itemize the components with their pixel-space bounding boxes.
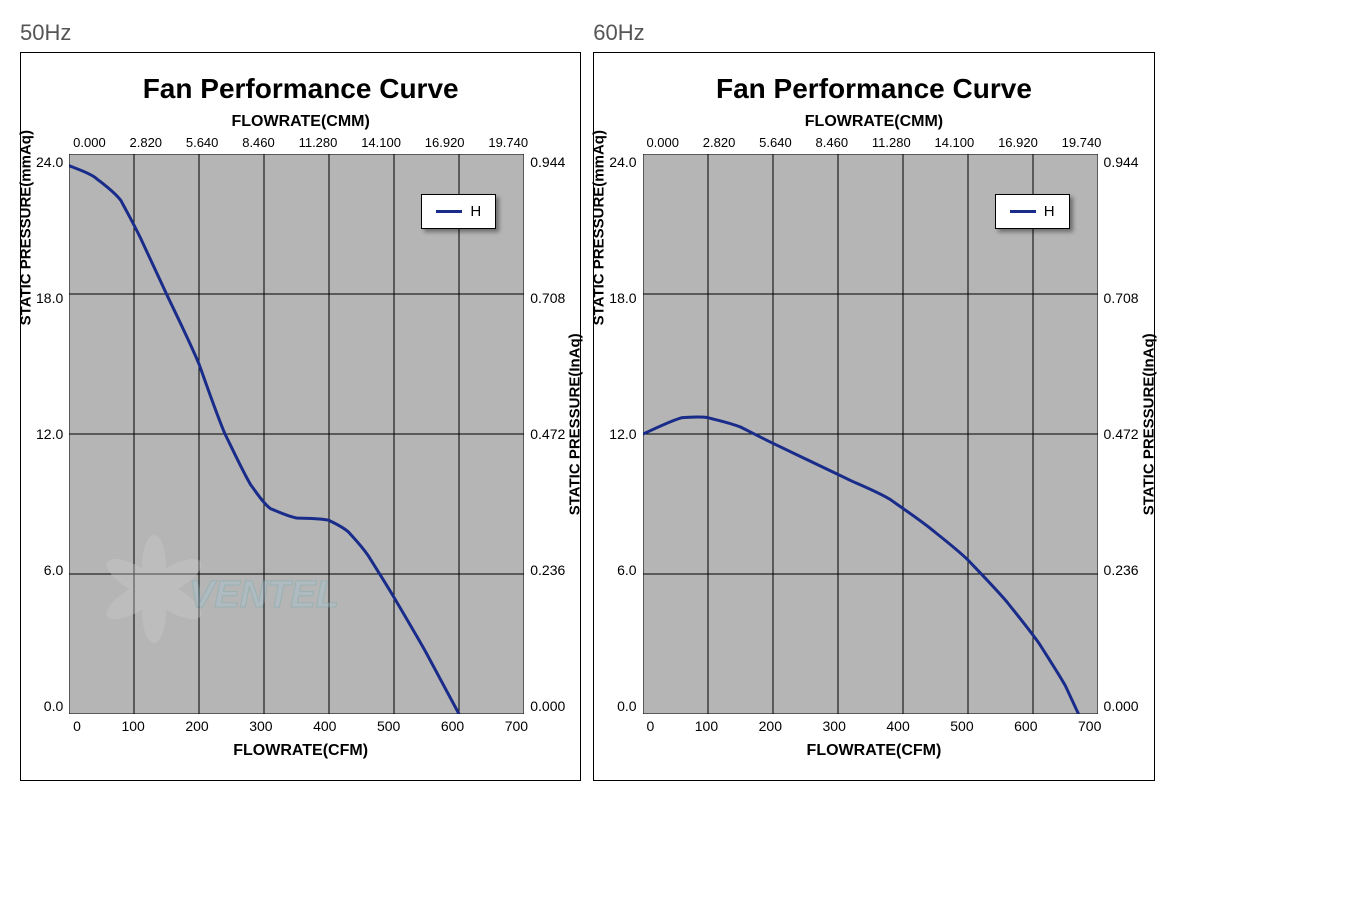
legend-line-swatch — [436, 210, 462, 213]
x-tick-bottom: 300 — [249, 718, 272, 734]
top-axis-label: FLOWRATE(CMM) — [609, 113, 1138, 131]
chart-title: Fan Performance Curve — [609, 73, 1138, 105]
x-tick-bottom: 200 — [185, 718, 208, 734]
x-tick-bottom: 200 — [759, 718, 782, 734]
left-axis-label: STATIC PRESSURE(mmAq) — [18, 130, 35, 325]
chart-panel: Fan Performance Curve FLOWRATE(CMM) 0.000 2… — [20, 52, 581, 781]
y-tick-left: 0.0 — [36, 698, 63, 714]
y-ticks-left: 24.0 18.0 12.0 6.0 0.0 — [36, 154, 69, 714]
x-tick-top: 16.920 — [998, 135, 1038, 150]
x-tick-top: 8.460 — [242, 135, 275, 150]
x-tick-top: 14.100 — [361, 135, 401, 150]
x-tick-bottom: 500 — [950, 718, 973, 734]
y-tick-right: 0.000 — [530, 698, 565, 714]
x-tick-bottom: 600 — [1014, 718, 1037, 734]
chart-title: Fan Performance Curve — [36, 73, 565, 105]
y-tick-right: 0.000 — [1104, 698, 1139, 714]
x-tick-bottom: 400 — [886, 718, 909, 734]
panel-frequency-label: 50Hz — [20, 20, 581, 46]
legend-label: H — [470, 203, 481, 220]
y-ticks-right: 0.944 0.708 0.472 0.236 0.000 — [524, 154, 565, 714]
x-tick-top: 19.740 — [488, 135, 528, 150]
y-ticks-right: 0.944 0.708 0.472 0.236 0.000 — [1098, 154, 1139, 714]
y-tick-left: 12.0 — [36, 426, 63, 442]
plot-area: H — [643, 154, 1098, 714]
chart-svg — [69, 154, 524, 714]
x-tick-top: 0.000 — [646, 135, 679, 150]
right-axis-label: STATIC PRESSURE(InAq) — [1140, 333, 1157, 515]
legend: H — [995, 194, 1070, 229]
x-tick-bottom: 400 — [313, 718, 336, 734]
x-tick-bottom: 600 — [441, 718, 464, 734]
x-tick-top: 2.820 — [703, 135, 736, 150]
x-tick-bottom: 100 — [121, 718, 144, 734]
y-tick-left: 18.0 — [609, 290, 636, 306]
x-tick-bottom: 700 — [1078, 718, 1101, 734]
x-tick-top: 8.460 — [816, 135, 849, 150]
y-tick-left: 18.0 — [36, 290, 63, 306]
right-axis-label: STATIC PRESSURE(InAq) — [567, 333, 584, 515]
chart-panel: Fan Performance Curve FLOWRATE(CMM) 0.000 2… — [593, 52, 1154, 781]
y-tick-left: 24.0 — [36, 154, 63, 170]
x-tick-bottom: 300 — [823, 718, 846, 734]
y-tick-left: 12.0 — [609, 426, 636, 442]
legend: H — [421, 194, 496, 229]
x-tick-top: 0.000 — [73, 135, 106, 150]
x-tick-top: 11.280 — [299, 135, 338, 150]
chart-svg — [643, 154, 1098, 714]
y-tick-right: 0.472 — [530, 426, 565, 442]
y-tick-right: 0.472 — [1104, 426, 1139, 442]
x-tick-bottom: 0 — [646, 718, 654, 734]
legend-line-swatch — [1010, 210, 1036, 213]
legend-label: H — [1044, 203, 1055, 220]
x-ticks-top: 0.000 2.820 5.640 8.460 11.280 14.100 16.920 19… — [73, 135, 528, 154]
x-tick-top: 5.640 — [186, 135, 219, 150]
x-tick-bottom: 100 — [695, 718, 718, 734]
x-ticks-bottom: 0 100 200 300 400 500 600 700 — [646, 714, 1101, 734]
y-tick-left: 6.0 — [609, 562, 636, 578]
x-ticks-top: 0.000 2.820 5.640 8.460 11.280 14.100 16.920 19… — [646, 135, 1101, 154]
bottom-axis-label: FLOWRATE(CFM) — [233, 742, 368, 760]
y-tick-right: 0.944 — [530, 154, 565, 170]
x-tick-bottom: 500 — [377, 718, 400, 734]
bottom-axis-label: FLOWRATE(CFM) — [807, 742, 942, 760]
y-tick-right: 0.236 — [1104, 562, 1139, 578]
y-tick-right: 0.708 — [1104, 290, 1139, 306]
y-tick-left: 24.0 — [609, 154, 636, 170]
top-axis-label: FLOWRATE(CMM) — [36, 113, 565, 131]
x-tick-top: 11.280 — [872, 135, 911, 150]
y-tick-right: 0.708 — [530, 290, 565, 306]
x-tick-top: 2.820 — [130, 135, 163, 150]
y-ticks-left: 24.0 18.0 12.0 6.0 0.0 — [609, 154, 642, 714]
x-tick-top: 14.100 — [934, 135, 974, 150]
x-tick-bottom: 700 — [505, 718, 528, 734]
x-tick-top: 19.740 — [1062, 135, 1102, 150]
y-tick-left: 6.0 — [36, 562, 63, 578]
left-axis-label: STATIC PRESSURE(mmAq) — [591, 130, 608, 325]
x-tick-bottom: 0 — [73, 718, 81, 734]
y-tick-left: 0.0 — [609, 698, 636, 714]
y-tick-right: 0.944 — [1104, 154, 1139, 170]
y-tick-right: 0.236 — [530, 562, 565, 578]
x-tick-top: 16.920 — [425, 135, 465, 150]
plot-area: HVENTEL — [69, 154, 524, 714]
x-ticks-bottom: 0 100 200 300 400 500 600 700 — [73, 714, 528, 734]
panel-frequency-label: 60Hz — [593, 20, 1154, 46]
x-tick-top: 5.640 — [759, 135, 792, 150]
